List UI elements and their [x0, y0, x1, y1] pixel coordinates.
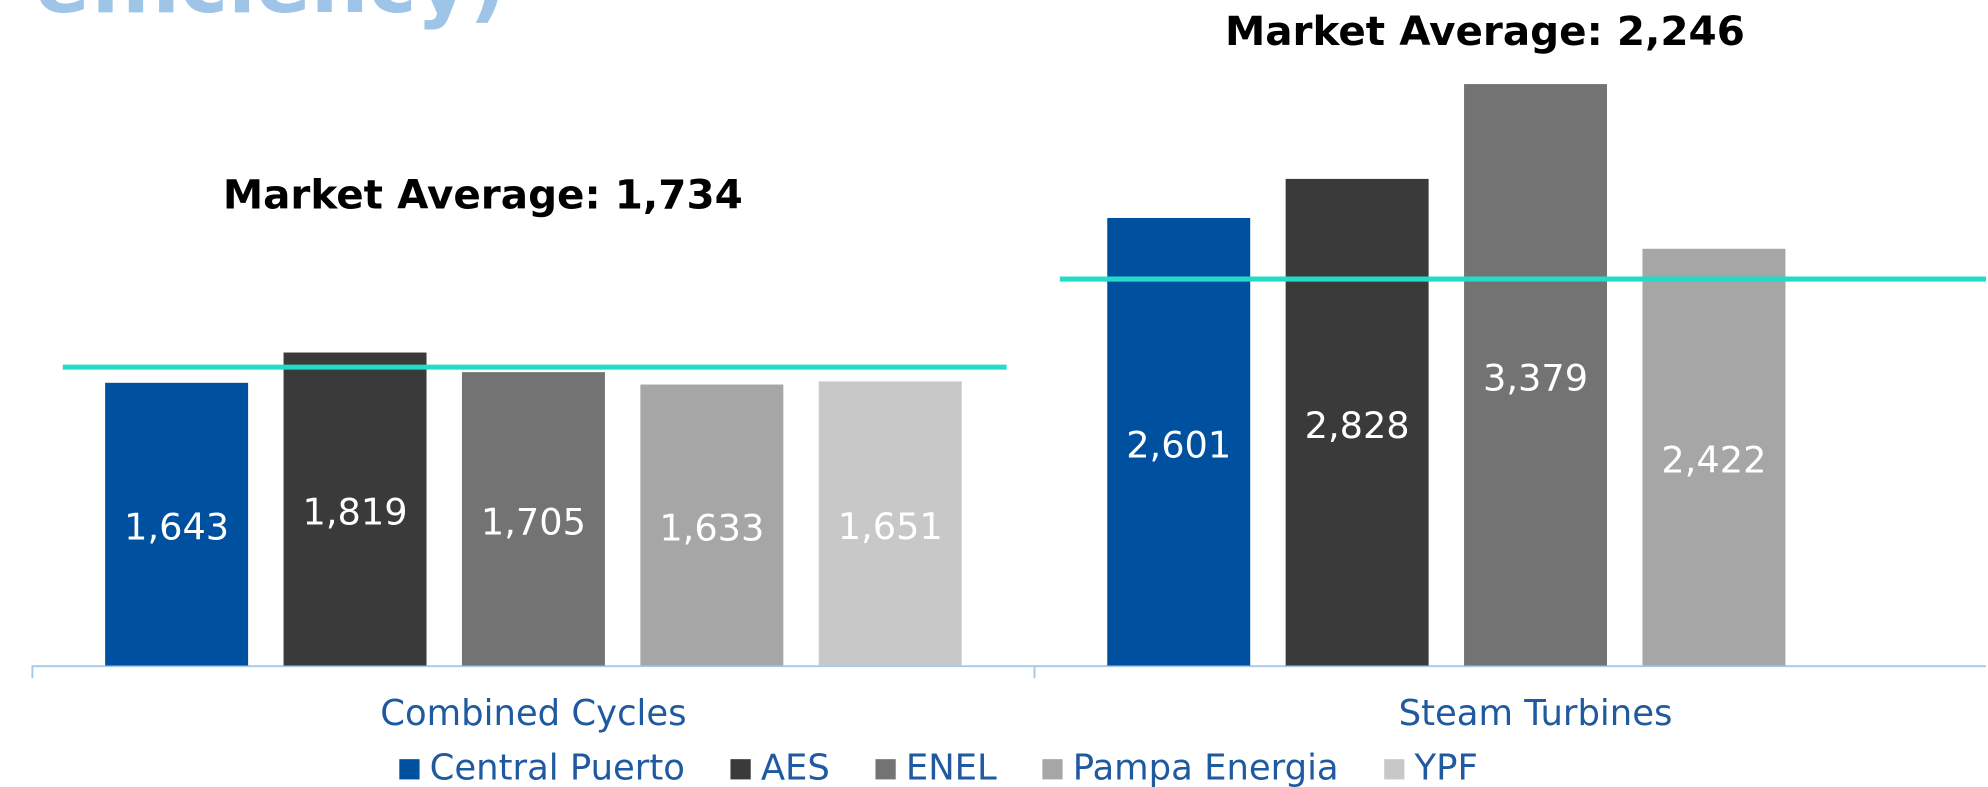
value-label: 1,705: [481, 500, 586, 543]
bar: [1285, 178, 1429, 666]
legend-label: AES: [761, 747, 830, 787]
bar: [461, 372, 605, 666]
value-label: 2,422: [1661, 439, 1766, 482]
legend-label: YPF: [1414, 747, 1478, 787]
annotation: Market Average: 1,734: [223, 170, 743, 218]
x-tick-label: Combined Cycles: [380, 693, 686, 734]
bar: [1107, 217, 1251, 666]
annotation: Market Average: 2,246: [1225, 7, 1745, 55]
value-label: 1,819: [303, 491, 408, 534]
legend-label: Pampa Energia: [1073, 747, 1339, 787]
value-label: 1,643: [124, 506, 229, 549]
legend-label: ENEL: [906, 747, 997, 787]
legend-label: Central Puerto: [430, 747, 685, 787]
value-label: 3,379: [1483, 356, 1588, 399]
bar: [640, 384, 784, 666]
legend-swatch: [875, 759, 896, 780]
value-label: 1,633: [659, 507, 764, 550]
legend-swatch: [1042, 759, 1063, 780]
bar: [283, 352, 427, 666]
chart-title: efficiency): [35, 0, 506, 32]
bar: [1642, 248, 1786, 666]
x-tick-label: Steam Turbines: [1399, 693, 1673, 734]
legend-swatch: [1384, 759, 1405, 780]
value-label: 2,601: [1126, 423, 1231, 466]
value-label: 2,828: [1305, 404, 1410, 447]
legend-swatch: [399, 759, 420, 780]
bar: [105, 382, 249, 666]
bar: [818, 381, 962, 666]
bar: [1464, 84, 1608, 666]
value-label: 1,651: [838, 505, 943, 548]
legend-swatch: [730, 759, 751, 780]
